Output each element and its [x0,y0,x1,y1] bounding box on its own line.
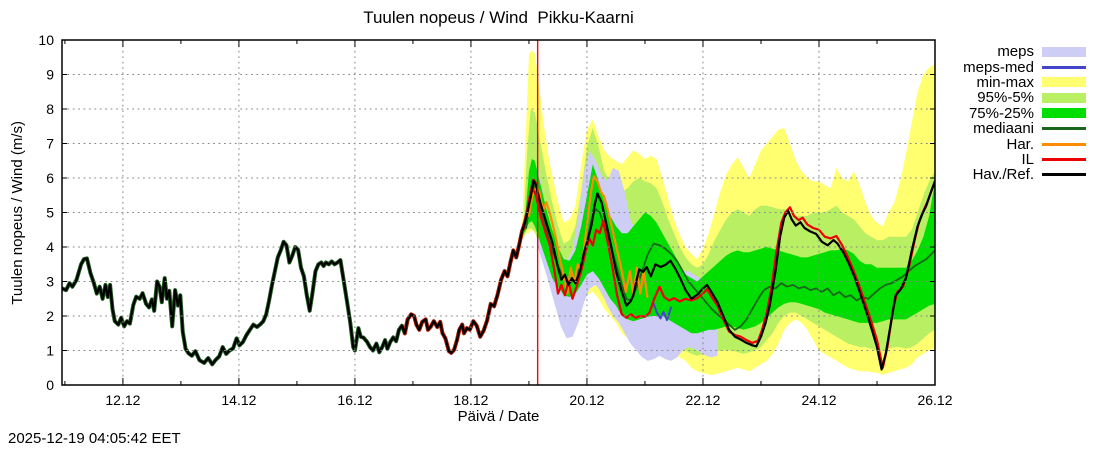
legend-item-meps: meps [880,44,1086,59]
legend-swatch-75-25 [1042,108,1086,119]
legend-swatch-il [1042,157,1086,161]
legend-label: IL [1021,150,1034,168]
x-axis-label: Päivä / Date [457,408,540,425]
legend-swatch-min-max [1042,77,1086,88]
legend-label: meps [997,43,1034,61]
legend-item-75-25: 75%-25% [880,106,1086,121]
y-tick-label: 4 [46,239,54,255]
y-tick-label: 7 [46,136,54,152]
legend-item-mediaani: mediaani [880,121,1086,136]
y-tick-label: 1 [46,343,54,359]
legend-item-il: IL [880,152,1086,167]
x-tick-label: 14.12 [221,392,256,408]
series-hav-ref [62,179,935,371]
x-tick-label: 24.12 [801,392,836,408]
y-tick-label: 10 [38,32,54,48]
series-meps-med [652,302,673,322]
y-tick-label: 3 [46,274,54,290]
axis-ticks [62,40,936,385]
legend-swatch-mediaani [1042,127,1086,131]
legend-label: meps-med [963,58,1034,76]
legend-item-har: Har. [880,135,1086,153]
legend-item-meps-med: meps-med [880,58,1086,76]
y-tick-label: 5 [46,205,54,221]
legend-label: Hav./Ref. [972,166,1034,184]
legend-item-95-5: 95%-5% [880,90,1086,105]
chart-title: Tuulen nopeus / Wind Pikku-Kaarni [363,8,634,27]
legend-item-hav-ref: Hav./Ref. [880,167,1086,182]
legend-swatch-har [1042,142,1086,146]
legend-swatch-hav-ref [1042,173,1086,177]
x-tick-label: 20.12 [569,392,604,408]
x-tick-label: 18.12 [453,392,488,408]
x-tick-label: 16.12 [337,392,372,408]
x-tick-label: 26.12 [917,392,952,408]
y-tick-label: 0 [46,377,54,393]
y-axis-label: Tuulen nopeus / Wind (m/s) [6,40,28,385]
legend-label: mediaani [973,120,1034,138]
legend-swatch-meps [1042,46,1086,57]
x-tick-label: 12.12 [105,392,140,408]
series-il [526,179,935,369]
y-tick-label: 6 [46,170,54,186]
legend-label: Har. [1006,135,1034,153]
y-tick-label: 9 [46,67,54,83]
y-axis-label-text: Tuulen nopeus / Wind (m/s) [8,120,26,305]
legend-swatch-meps-med [1042,65,1086,69]
x-tick-label: 22.12 [685,392,720,408]
y-tick-label: 2 [46,308,54,324]
plot-area [62,50,935,375]
series-har [527,175,649,299]
legend-swatch-95-5 [1042,92,1086,103]
legend-item-min-max: min-max [880,75,1086,90]
legend-label: min-max [976,73,1034,91]
legend-label: 75%-25% [968,104,1034,122]
y-tick-label: 8 [46,101,54,117]
legend-label: 95%-5% [977,89,1034,107]
grid [62,40,935,385]
tick-labels: 0 1 2 3 4 5 6 7 8 9 10 12.12 14.12 16.12 18.12 20.12 22.… [38,32,952,408]
legend: meps meps-med min-max 95%-5% 75%-25% med… [880,44,1086,183]
timestamp: 2025-12-19 04:05:42 EET [8,430,181,447]
